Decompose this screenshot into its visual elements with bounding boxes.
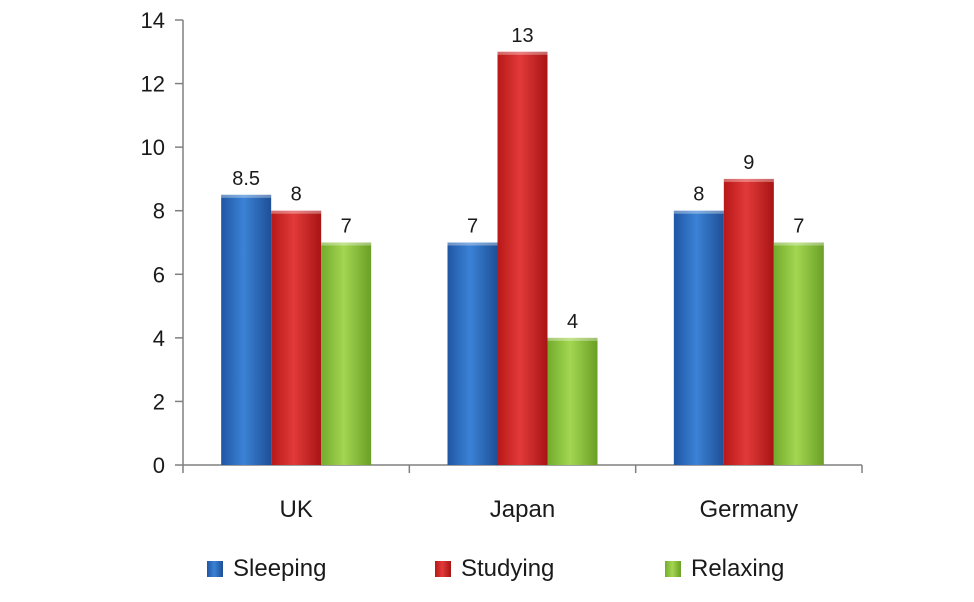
data-label: 4 <box>567 311 578 333</box>
bars <box>221 51 824 466</box>
y-tick-label: 2 <box>153 389 165 414</box>
data-label: 7 <box>467 216 478 238</box>
bar-studying-germany <box>723 178 774 465</box>
y-tick-label: 0 <box>153 453 165 478</box>
legend-label: Sleeping <box>233 555 326 582</box>
bar-studying-uk <box>271 210 322 465</box>
y-tick-label: 8 <box>153 199 165 224</box>
data-label: 8 <box>693 184 704 206</box>
y-tick-label: 4 <box>153 326 165 351</box>
legend-swatch-sleeping <box>207 561 223 577</box>
y-tick-label: 14 <box>141 8 165 33</box>
bar-top-highlight <box>547 337 598 341</box>
bar-top-highlight <box>321 242 372 246</box>
data-label: 7 <box>793 216 804 238</box>
bar-studying-japan <box>497 51 548 466</box>
bar-relaxing-uk <box>321 242 372 465</box>
bar-relaxing-germany <box>773 242 824 465</box>
y-tick-label: 12 <box>141 72 165 97</box>
data-label: 7 <box>341 216 352 238</box>
legend-label: Studying <box>461 555 554 582</box>
data-label: 8.5 <box>232 168 260 190</box>
data-label: 9 <box>743 152 754 174</box>
bar-relaxing-japan <box>547 337 598 465</box>
bar-top-highlight <box>673 210 724 214</box>
data-label: 13 <box>511 25 533 47</box>
bar-top-highlight <box>221 194 272 198</box>
x-tick-label: Japan <box>490 496 555 523</box>
legend-swatch-relaxing <box>665 561 681 577</box>
legend-swatch-studying <box>435 561 451 577</box>
x-tick-label: UK <box>279 496 312 523</box>
bar-top-highlight <box>723 178 774 182</box>
y-tick-label: 6 <box>153 262 165 287</box>
bar-top-highlight <box>497 51 548 55</box>
bar-top-highlight <box>773 242 824 246</box>
axes: 0 2 4 6 8 10 12 14 UK Japan Germany <box>141 8 863 523</box>
data-labels: 8.5 8 7 7 13 4 8 9 7 <box>232 25 804 333</box>
data-label: 8 <box>291 184 302 206</box>
x-tick-label: Germany <box>699 496 798 523</box>
bar-sleeping-japan <box>447 242 498 465</box>
bar-sleeping-uk <box>221 194 272 466</box>
legend-label: Relaxing <box>691 555 784 582</box>
bar-sleeping-germany <box>673 210 724 465</box>
bar-top-highlight <box>447 242 498 246</box>
y-tick-label: 10 <box>141 135 165 160</box>
bar-top-highlight <box>271 210 322 214</box>
legend: Sleeping Studying Relaxing <box>207 555 784 582</box>
